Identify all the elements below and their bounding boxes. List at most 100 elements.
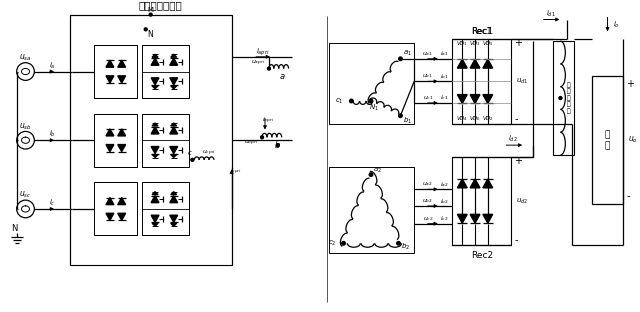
Polygon shape <box>171 223 177 226</box>
Text: $u_{a2}$: $u_{a2}$ <box>422 180 433 188</box>
Polygon shape <box>470 214 480 223</box>
Text: $u_{b1}$: $u_{b1}$ <box>422 72 433 80</box>
Polygon shape <box>170 127 178 134</box>
Bar <box>329 167 414 253</box>
Polygon shape <box>118 213 125 220</box>
Polygon shape <box>470 95 480 104</box>
Polygon shape <box>170 147 178 154</box>
Text: $i_{apri}$: $i_{apri}$ <box>257 46 269 58</box>
Polygon shape <box>171 154 177 158</box>
Polygon shape <box>458 214 467 223</box>
Text: $N_{1}$: $N_{1}$ <box>369 103 379 113</box>
Polygon shape <box>170 78 178 85</box>
Polygon shape <box>151 196 159 203</box>
Text: $i_{d2}$: $i_{d2}$ <box>508 134 518 144</box>
Text: M: M <box>148 7 154 13</box>
Polygon shape <box>152 86 158 89</box>
Text: -: - <box>515 114 518 124</box>
Circle shape <box>369 173 372 176</box>
Polygon shape <box>170 58 178 65</box>
Text: $i_{c}$: $i_{c}$ <box>49 198 55 208</box>
Polygon shape <box>470 59 480 68</box>
Text: $i_{c2}$: $i_{c2}$ <box>440 214 449 223</box>
Polygon shape <box>152 54 158 57</box>
Text: $VD_4$: $VD_4$ <box>456 114 468 123</box>
Polygon shape <box>118 60 125 67</box>
Text: $u_{sc}$: $u_{sc}$ <box>19 190 32 200</box>
Polygon shape <box>470 179 480 188</box>
Circle shape <box>191 158 194 161</box>
Text: b: b <box>275 141 280 150</box>
Polygon shape <box>106 144 114 152</box>
Polygon shape <box>118 197 125 205</box>
Text: $i_{d1}$: $i_{d1}$ <box>546 8 556 19</box>
Circle shape <box>559 96 562 100</box>
Text: 电力电子变换器: 电力电子变换器 <box>139 0 182 10</box>
Circle shape <box>342 241 346 245</box>
Text: $i_{a1}$: $i_{a1}$ <box>440 49 449 58</box>
Bar <box>592 76 623 204</box>
Circle shape <box>268 67 270 70</box>
Polygon shape <box>106 129 114 136</box>
Polygon shape <box>171 86 177 89</box>
Polygon shape <box>106 60 114 67</box>
Bar <box>94 45 138 98</box>
Text: $u_{o}$: $u_{o}$ <box>628 135 638 145</box>
Polygon shape <box>483 214 493 223</box>
Text: $i_{b2}$: $i_{b2}$ <box>440 197 449 206</box>
Polygon shape <box>152 154 158 158</box>
Text: $u_{c1}$: $u_{c1}$ <box>422 94 433 102</box>
Circle shape <box>369 99 372 103</box>
Circle shape <box>149 13 152 16</box>
Polygon shape <box>106 76 114 83</box>
Polygon shape <box>151 215 159 222</box>
Text: $i_{o}$: $i_{o}$ <box>613 19 620 30</box>
Text: $VD_5$: $VD_5$ <box>482 40 494 48</box>
Text: $a_{2}$: $a_{2}$ <box>373 166 382 175</box>
Polygon shape <box>171 54 177 57</box>
Polygon shape <box>152 223 158 226</box>
Polygon shape <box>151 58 159 65</box>
Text: $b_{2}$: $b_{2}$ <box>401 242 410 252</box>
Circle shape <box>399 57 402 61</box>
Polygon shape <box>151 78 159 85</box>
Polygon shape <box>170 196 178 203</box>
Text: $u_{sa}$: $u_{sa}$ <box>19 52 32 63</box>
Text: $u_{sb}$: $u_{sb}$ <box>19 121 32 132</box>
Text: $u_{c2}$: $u_{c2}$ <box>422 215 433 223</box>
Bar <box>94 114 138 167</box>
Polygon shape <box>151 147 159 154</box>
Text: +: + <box>515 156 522 166</box>
Text: $VD_2$: $VD_2$ <box>482 114 494 123</box>
Bar <box>452 39 511 124</box>
Text: 负
载: 负 载 <box>605 130 610 150</box>
Text: $c_{2}$: $c_{2}$ <box>328 239 337 248</box>
Bar <box>329 43 414 124</box>
Polygon shape <box>118 129 125 136</box>
Text: 平
衡
电
抗
器: 平 衡 电 抗 器 <box>566 82 570 114</box>
Polygon shape <box>458 95 467 104</box>
Polygon shape <box>171 192 177 195</box>
Text: Rec1: Rec1 <box>472 27 492 36</box>
Text: $i_{a}$: $i_{a}$ <box>49 61 55 71</box>
Text: $a_{1}$: $a_{1}$ <box>403 49 412 58</box>
Polygon shape <box>118 144 125 152</box>
Text: $u_{bpri}$: $u_{bpri}$ <box>244 139 258 148</box>
Polygon shape <box>170 215 178 222</box>
Text: $i_{bpri}$: $i_{bpri}$ <box>262 115 274 126</box>
Text: $VD_3$: $VD_3$ <box>469 40 481 48</box>
Bar <box>142 114 189 167</box>
Text: $u_{cpri}$: $u_{cpri}$ <box>202 149 216 158</box>
Text: N: N <box>147 30 152 39</box>
Circle shape <box>399 114 402 117</box>
Bar <box>94 183 138 236</box>
Polygon shape <box>106 213 114 220</box>
Text: $b_{1}$: $b_{1}$ <box>403 115 412 126</box>
Text: $i_{c1}$: $i_{c1}$ <box>440 94 449 102</box>
Text: +: + <box>515 38 522 48</box>
Text: $i_{b1}$: $i_{b1}$ <box>440 72 449 81</box>
Circle shape <box>144 28 147 31</box>
Polygon shape <box>483 179 493 188</box>
Polygon shape <box>152 123 158 126</box>
Text: $u_{b2}$: $u_{b2}$ <box>422 197 433 205</box>
